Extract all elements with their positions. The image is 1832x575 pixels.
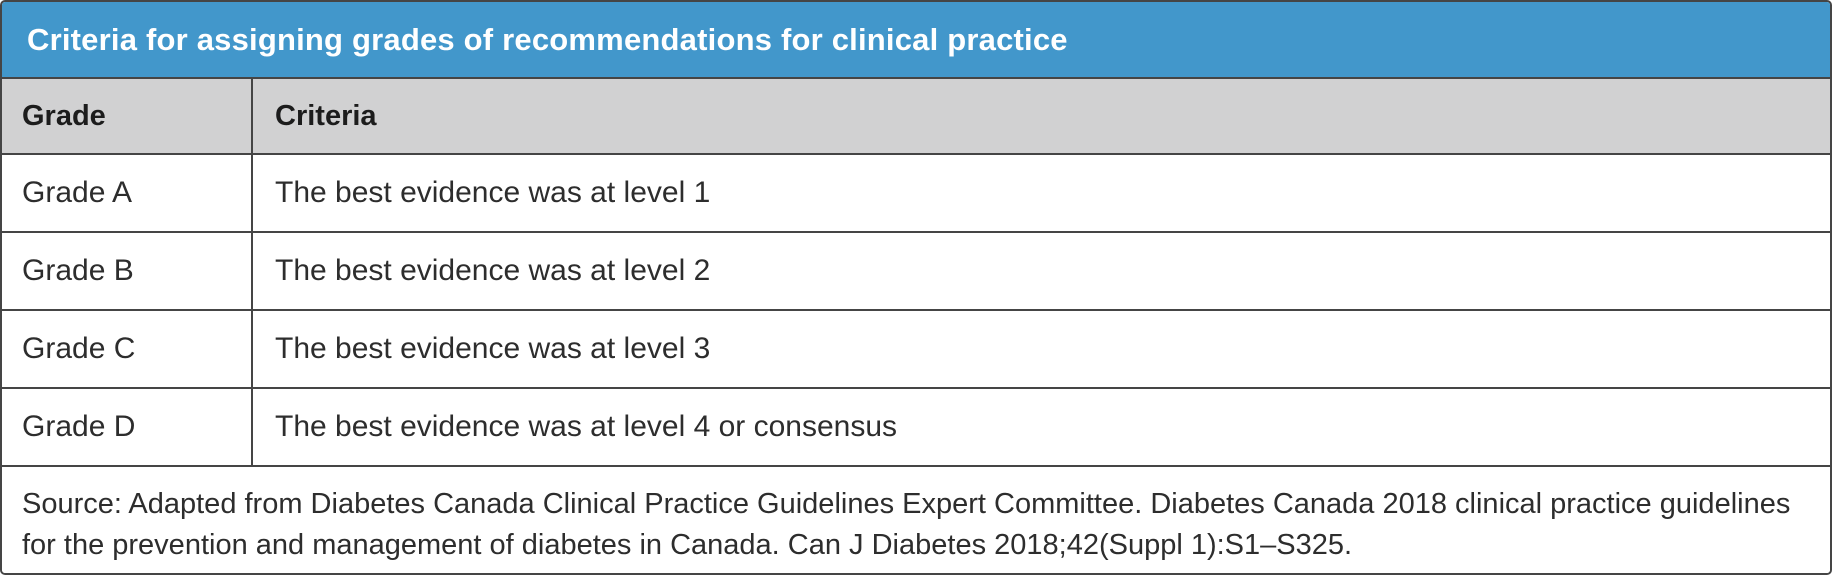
grade-cell: Grade C [2, 311, 253, 387]
table-row-grade-a: Grade A The best evidence was at level 1 [2, 153, 1830, 231]
table-row-grade-b: Grade B The best evidence was at level 2 [2, 231, 1830, 309]
source-note: Source: Adapted from Diabetes Canada Cli… [2, 465, 1830, 573]
table-header-row: Grade Criteria [2, 79, 1830, 153]
table-title: Criteria for assigning grades of recomme… [2, 2, 1830, 79]
grade-cell: Grade D [2, 389, 253, 465]
source-note-line2: for the prevention and management of dia… [22, 529, 1353, 561]
grade-cell: Grade B [2, 233, 253, 309]
criteria-cell: The best evidence was at level 3 [275, 332, 711, 365]
criteria-cell: The best evidence was at level 4 or cons… [275, 410, 898, 443]
source-note-line1: Source: Adapted from Diabetes Canada Cli… [22, 488, 1791, 520]
column-header-grade: Grade [2, 79, 253, 153]
grade-cell: Grade A [2, 155, 253, 231]
table-row-grade-d: Grade D The best evidence was at level 4… [2, 387, 1830, 465]
criteria-cell: The best evidence was at level 1 [275, 176, 711, 209]
table-row-grade-c: Grade C The best evidence was at level 3 [2, 309, 1830, 387]
criteria-cell: The best evidence was at level 2 [275, 254, 711, 287]
column-header-criteria: Criteria [275, 99, 377, 132]
